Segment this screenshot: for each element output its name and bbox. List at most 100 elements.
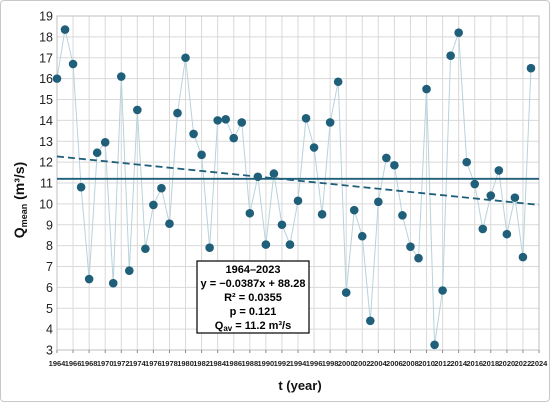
annotation-qav-suffix: = 11.2 m³/s	[232, 320, 291, 332]
x-tick-label: 1964	[49, 359, 67, 368]
data-point	[470, 179, 480, 189]
data-point	[422, 84, 431, 94]
x-tick-label: 1994	[290, 359, 308, 368]
x-tick-label: 1980	[177, 359, 194, 368]
data-point	[317, 210, 327, 219]
y-axis-title-sub: mean	[19, 204, 29, 228]
x-tick-label: 1968	[81, 359, 98, 368]
data-point	[261, 240, 271, 249]
y-tick-label: 9	[46, 218, 53, 232]
data-point	[84, 274, 94, 284]
data-point	[454, 28, 463, 37]
x-tick-label: 1972	[113, 359, 130, 368]
data-point	[116, 72, 126, 81]
data-point	[309, 143, 319, 152]
data-point	[398, 211, 407, 220]
data-point	[366, 316, 375, 326]
data-point	[486, 191, 496, 200]
y-tick-label: 10	[39, 197, 53, 211]
data-point	[478, 224, 488, 234]
y-tick-label: 19	[39, 10, 53, 24]
x-tick-label: 2024	[531, 359, 549, 368]
x-tick-label: 2016	[466, 359, 483, 368]
y-axis-title-main: Q	[11, 227, 27, 238]
data-point	[325, 118, 335, 127]
data-point	[229, 133, 239, 143]
data-point	[133, 105, 142, 115]
x-tick-label: 2006	[386, 359, 403, 368]
y-tick-label: 7	[46, 260, 53, 274]
data-point	[157, 183, 166, 193]
x-tick-label: 1970	[97, 359, 114, 368]
x-axis-title: t (year)	[278, 378, 321, 393]
data-point	[245, 208, 255, 218]
data-point	[446, 51, 455, 60]
data-point	[92, 148, 102, 158]
point-layer	[52, 25, 536, 350]
data-point	[149, 200, 158, 210]
data-point	[100, 137, 110, 147]
data-point	[76, 182, 86, 192]
data-point	[237, 118, 247, 127]
x-tick-label: 1990	[258, 359, 275, 368]
data-point	[301, 113, 311, 123]
x-tick-label: 1998	[322, 359, 339, 368]
data-point	[277, 220, 287, 230]
data-point	[374, 197, 383, 207]
data-point	[108, 278, 118, 288]
y-tick-label: 17	[39, 51, 53, 65]
data-point	[526, 63, 536, 73]
y-axis-title: Qmean (m³/s)	[11, 162, 29, 238]
data-point	[60, 25, 70, 34]
y-tick-label: 11	[40, 177, 53, 191]
data-point	[213, 116, 222, 125]
data-point	[269, 169, 279, 178]
x-tick-label: 2008	[402, 359, 419, 368]
data-point	[390, 160, 399, 170]
data-point	[68, 59, 78, 69]
x-tick-label: 2018	[482, 359, 499, 368]
x-tick-label: 2012	[434, 359, 451, 368]
data-point	[414, 253, 423, 263]
trend-line	[56, 155, 540, 206]
y-tick-label: 8	[46, 239, 53, 253]
x-tick-label: 2020	[499, 359, 516, 368]
data-point	[125, 266, 134, 275]
x-tick-label: 1966	[65, 359, 82, 368]
y-tick-label: 5	[46, 302, 53, 316]
y-tick-label: 16	[39, 72, 53, 86]
data-point	[406, 242, 415, 251]
x-tick-label: 2004	[370, 359, 388, 368]
data-point	[293, 196, 303, 206]
data-point	[430, 340, 439, 350]
x-tick-label: 2014	[450, 359, 468, 368]
annotation-qav-sub: av	[223, 324, 232, 333]
x-tick-label: 2010	[418, 359, 435, 368]
data-point	[510, 193, 520, 202]
y-tick-label: 14	[39, 114, 53, 128]
data-point	[253, 172, 263, 182]
data-point	[494, 166, 504, 175]
data-point	[341, 288, 351, 297]
y-tick-label: 18	[39, 30, 53, 44]
y-axis-title-units: (m³/s)	[11, 162, 27, 204]
annotation-p: p = 0.121	[230, 306, 277, 318]
y-tick-label: 3	[46, 344, 53, 358]
x-tick-label: 2000	[338, 359, 355, 368]
data-point	[221, 115, 230, 124]
x-tick-label: 1986	[225, 359, 242, 368]
y-tick-label: 15	[39, 93, 53, 107]
x-tick-label: 1996	[306, 359, 323, 368]
data-point	[52, 74, 62, 83]
x-tick-label: 1992	[274, 359, 291, 368]
annotation-period: 1964–2023	[225, 264, 280, 276]
data-point	[462, 157, 472, 167]
x-tick-label: 1974	[129, 359, 147, 368]
data-point	[333, 77, 343, 87]
reference-lines	[56, 155, 540, 206]
y-tick-label: 12	[39, 156, 53, 170]
annotation-box-bg	[196, 260, 310, 334]
data-point	[189, 129, 198, 139]
